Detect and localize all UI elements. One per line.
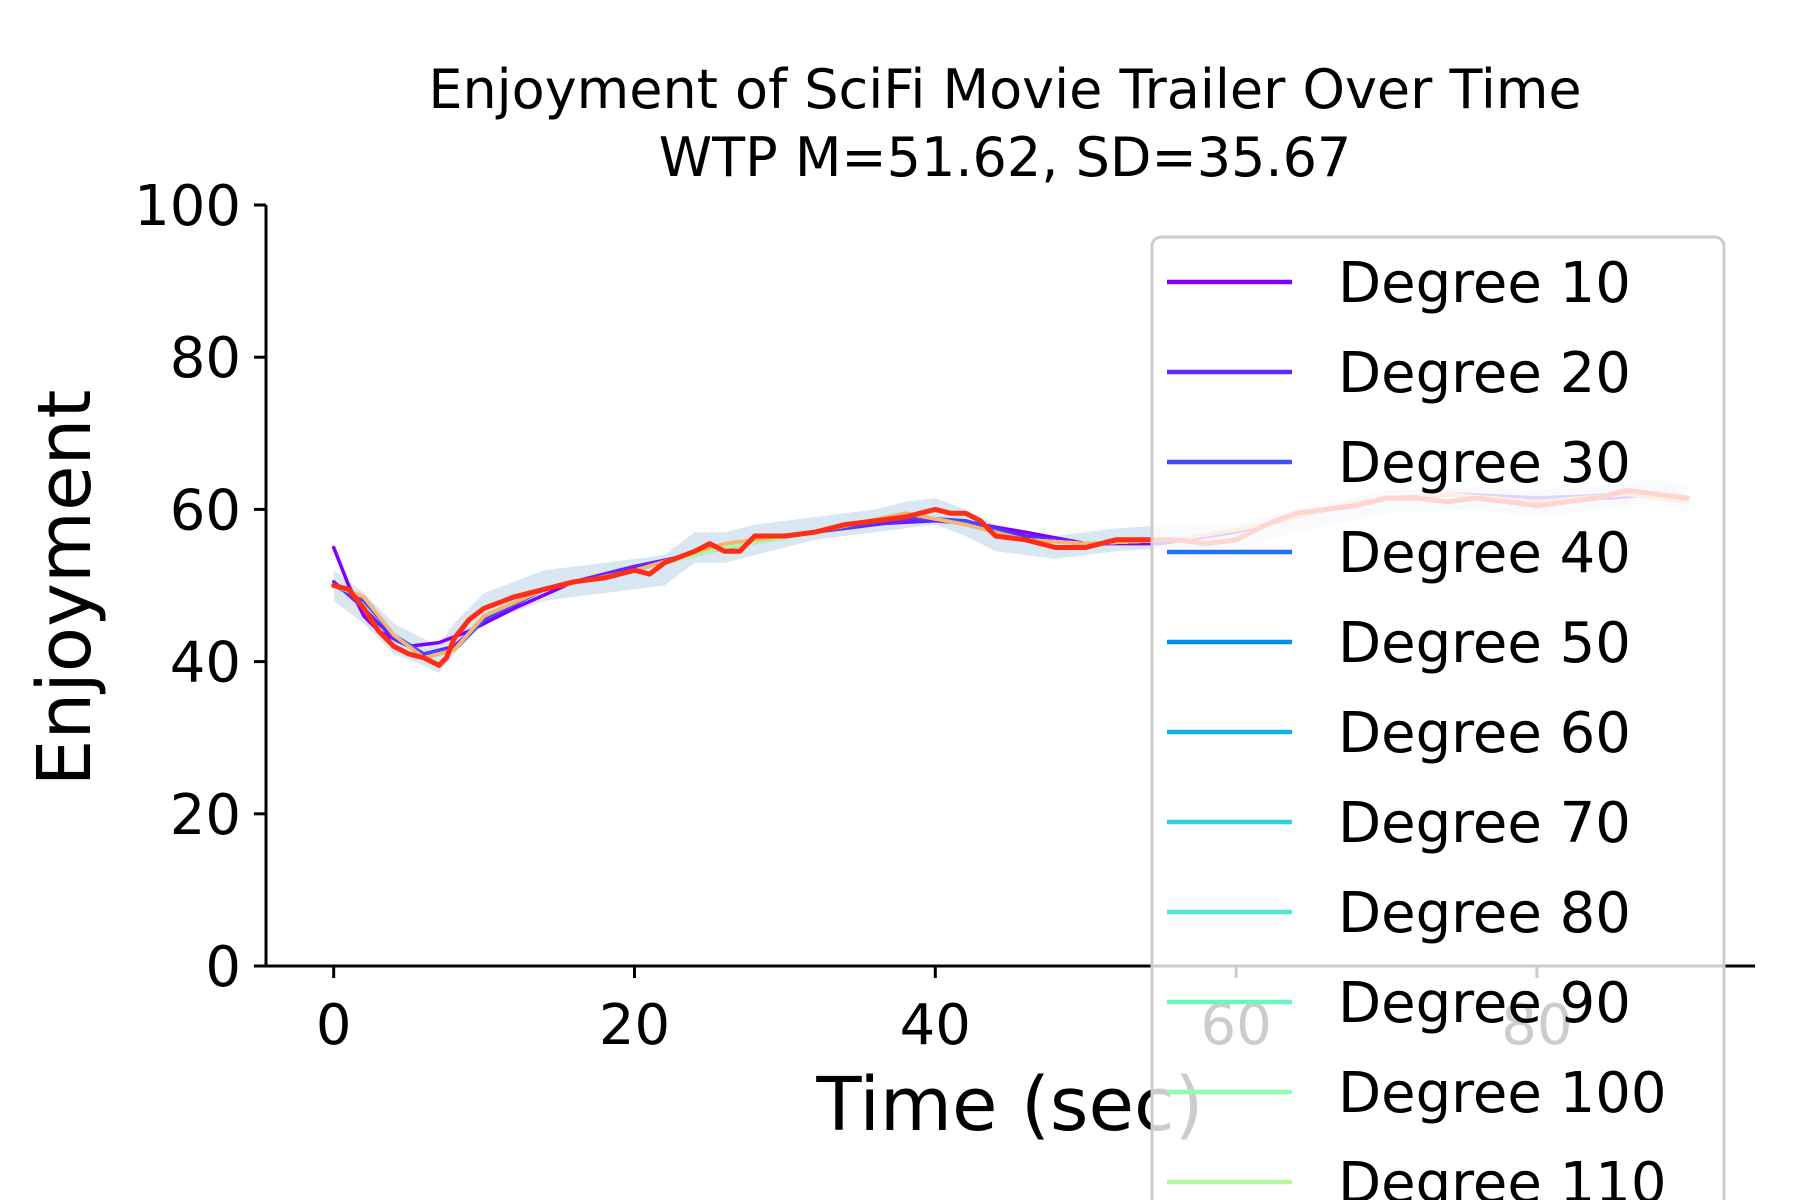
legend-label: Degree 60 bbox=[1338, 701, 1631, 766]
y-axis-title: Enjoyment bbox=[22, 390, 108, 787]
y-tick-label: 0 bbox=[205, 935, 241, 1000]
chart-subtitle: WTP M=51.62, SD=35.67 bbox=[659, 126, 1352, 189]
legend-label: Degree 90 bbox=[1338, 971, 1631, 1036]
x-tick-label: 0 bbox=[316, 993, 352, 1058]
y-axis-ticks: 0 20 40 60 80 100 bbox=[134, 174, 266, 1000]
legend: Degree 10 Degree 20 Degree 30 Degree 40 Degr… bbox=[1150, 235, 1726, 1200]
legend-label: Degree 100 bbox=[1338, 1061, 1667, 1126]
y-tick-label: 60 bbox=[170, 478, 241, 543]
chart-title: Enjoyment of SciFi Movie Trailer Over Ti… bbox=[428, 58, 1581, 121]
legend-label: Degree 30 bbox=[1338, 431, 1631, 496]
legend-label: Degree 50 bbox=[1338, 611, 1631, 676]
x-tick-label: 20 bbox=[599, 993, 670, 1058]
legend-label: Degree 80 bbox=[1338, 881, 1631, 946]
x-axis-title: Time (sec) bbox=[815, 1062, 1203, 1148]
legend-label: Degree 20 bbox=[1338, 341, 1631, 406]
x-tick-label: 40 bbox=[900, 993, 971, 1058]
legend-frame bbox=[1150, 235, 1726, 1200]
legend-label: Degree 40 bbox=[1338, 521, 1631, 586]
y-tick-label: 80 bbox=[170, 326, 241, 391]
y-tick-label: 100 bbox=[134, 174, 241, 239]
legend-label: Degree 70 bbox=[1338, 791, 1631, 856]
y-tick-label: 40 bbox=[170, 631, 241, 696]
y-tick-label: 20 bbox=[170, 783, 241, 848]
legend-label: Degree 110 bbox=[1338, 1151, 1667, 1200]
legend-label: Degree 10 bbox=[1338, 251, 1631, 316]
